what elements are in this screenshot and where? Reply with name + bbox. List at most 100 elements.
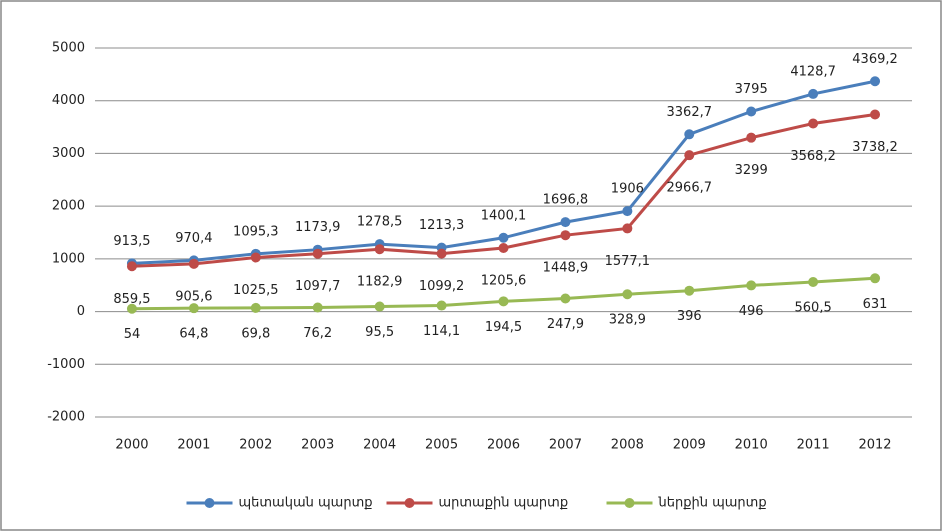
x-tick-label: 2012	[858, 438, 891, 453]
data-label: 560,5	[795, 301, 832, 316]
legend-label: արտաքին պարտք	[439, 496, 569, 511]
data-point	[684, 285, 695, 296]
x-tick-label: 2004	[363, 438, 396, 453]
x-tick-label: 2010	[735, 438, 768, 453]
x-tick-label: 2007	[549, 438, 582, 453]
data-point	[188, 258, 199, 269]
data-label: 114,1	[423, 324, 460, 339]
data-label: 4128,7	[790, 64, 836, 79]
data-label: 3795	[735, 82, 768, 97]
data-point	[808, 118, 819, 129]
data-point	[560, 293, 571, 304]
data-label: 1025,5	[233, 283, 279, 298]
data-point	[622, 206, 633, 217]
data-label: 1213,3	[419, 218, 465, 233]
data-label: 64,8	[179, 327, 208, 342]
data-label: 970,4	[175, 231, 212, 246]
data-label: 1696,8	[543, 193, 589, 208]
data-label: 1577,1	[605, 254, 651, 269]
data-point	[126, 261, 137, 272]
y-tick-label: 4000	[52, 93, 85, 108]
x-tick-label: 2006	[487, 438, 520, 453]
data-point	[684, 150, 695, 161]
data-label: 76,2	[303, 326, 332, 341]
data-point	[622, 223, 633, 234]
data-label: 328,9	[609, 313, 646, 328]
data-label: 905,6	[175, 289, 212, 304]
legend-marker	[404, 498, 415, 508]
data-point	[312, 248, 323, 259]
data-label: 4369,2	[852, 52, 898, 67]
data-point	[374, 244, 385, 255]
x-tick-label: 2000	[115, 438, 148, 453]
data-label: 496	[739, 304, 764, 319]
y-tick-label: 1000	[52, 251, 85, 266]
data-label: 1173,9	[295, 220, 341, 235]
legend-label: պետական պարտք	[239, 496, 373, 511]
data-label: 3568,2	[790, 149, 836, 164]
y-tick-label: 5000	[52, 41, 85, 56]
data-point	[498, 296, 509, 307]
data-point	[498, 232, 509, 243]
legend-marker	[624, 498, 635, 508]
data-label: 396	[677, 309, 702, 324]
x-tick-label: 2002	[239, 438, 272, 453]
data-point	[436, 248, 447, 259]
data-label: 3299	[735, 163, 768, 178]
data-label: 3738,2	[852, 140, 898, 155]
data-label: 69,8	[241, 326, 270, 341]
data-label: 631	[863, 297, 888, 312]
data-point	[870, 76, 881, 87]
data-label: 1095,3	[233, 224, 279, 239]
legend-label: ներքին պարտք	[658, 496, 767, 511]
data-point	[374, 301, 385, 312]
data-point	[436, 300, 447, 311]
data-point	[126, 303, 137, 314]
data-label: 1097,7	[295, 279, 341, 294]
x-tick-label: 2001	[177, 438, 210, 453]
x-tick-label: 2008	[611, 438, 644, 453]
data-point	[870, 273, 881, 284]
data-label: 54	[124, 327, 141, 342]
data-label: 194,5	[485, 320, 522, 335]
x-tick-label: 2003	[301, 438, 334, 453]
data-label: 1182,9	[357, 275, 403, 290]
x-tick-label: 2005	[425, 438, 458, 453]
data-point	[746, 106, 757, 117]
data-label: 95,5	[365, 325, 394, 340]
data-point	[560, 230, 571, 241]
data-label: 1400,1	[481, 208, 527, 223]
data-point	[498, 243, 509, 254]
data-label: 2966,7	[667, 181, 713, 196]
legend-marker	[204, 498, 215, 508]
y-tick-label: -2000	[47, 410, 85, 425]
data-point	[250, 302, 261, 313]
data-label: 1205,6	[481, 274, 527, 289]
x-tick-label: 2009	[673, 438, 706, 453]
y-tick-label: -1000	[47, 357, 85, 372]
data-label: 859,5	[113, 292, 150, 307]
data-point	[808, 277, 819, 288]
data-label: 1906	[611, 182, 644, 197]
data-point	[746, 132, 757, 143]
data-label: 3362,7	[667, 105, 713, 120]
y-tick-label: 2000	[52, 199, 85, 214]
data-point	[312, 302, 323, 313]
data-label: 913,5	[113, 234, 150, 249]
data-label: 1278,5	[357, 215, 403, 230]
x-tick-label: 2011	[797, 438, 830, 453]
data-point	[560, 217, 571, 228]
y-tick-label: 0	[77, 304, 85, 319]
data-point	[746, 280, 757, 291]
data-point	[188, 303, 199, 314]
data-point	[250, 252, 261, 263]
data-label: 1099,2	[419, 279, 465, 294]
data-label: 247,9	[547, 317, 584, 332]
data-point	[870, 109, 881, 120]
y-tick-label: 3000	[52, 146, 85, 161]
data-point	[622, 289, 633, 300]
data-point	[808, 88, 819, 99]
data-label: 1448,9	[543, 261, 589, 276]
data-point	[684, 129, 695, 140]
